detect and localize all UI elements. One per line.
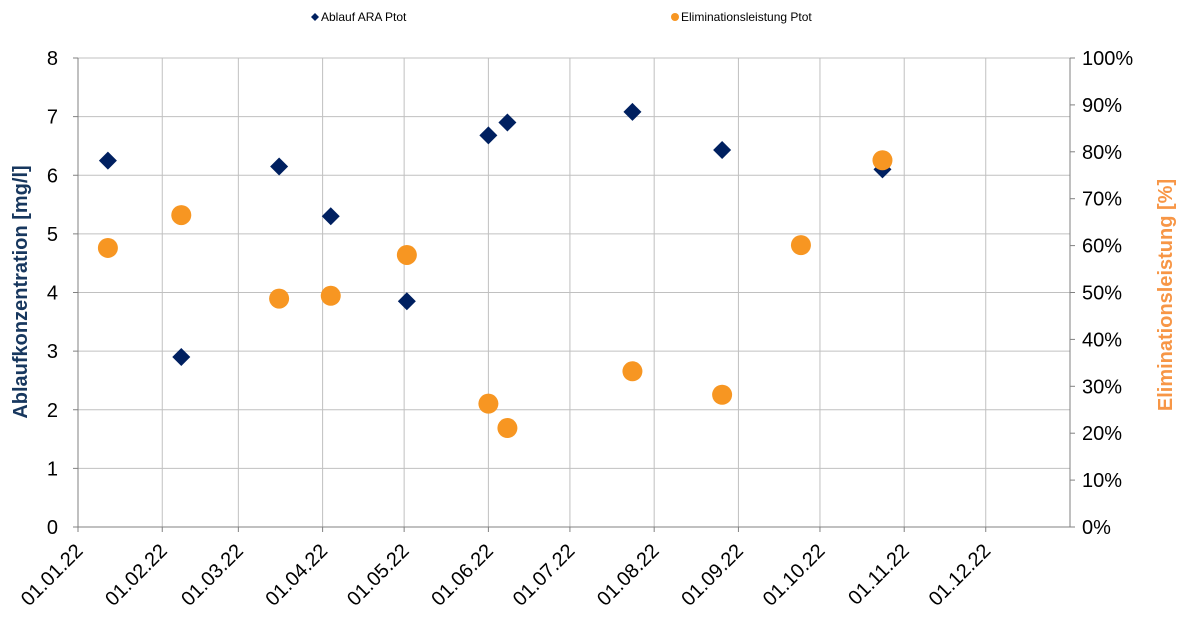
- data-point-ablauf: [498, 113, 517, 132]
- y-left-tick-label: 2: [47, 400, 58, 422]
- data-point-elimination: [171, 205, 192, 226]
- data-point-elimination: [790, 235, 811, 256]
- data-point-ablauf: [172, 347, 191, 366]
- y-right-tick-label: 90%: [1082, 95, 1122, 117]
- legend-marker-elimination: [671, 13, 679, 21]
- legend-label-ablauf: Ablauf ARA Ptot: [321, 10, 407, 24]
- y-right-tick-label: 10%: [1082, 470, 1122, 492]
- y-left-tick-label: 3: [47, 341, 58, 363]
- data-point-elimination: [622, 361, 643, 382]
- y-right-tick-label: 40%: [1082, 329, 1122, 351]
- y-right-tick-label: 80%: [1082, 142, 1122, 164]
- y-right-tick-label: 0%: [1082, 517, 1111, 539]
- data-point-ablauf: [713, 141, 732, 160]
- data-point-elimination: [497, 418, 518, 439]
- y-right-tick-label: 50%: [1082, 283, 1122, 305]
- y-axis-left-title: Ablaufkonzentration [mg/l]: [10, 165, 32, 418]
- data-point-elimination: [269, 288, 290, 309]
- y-left-tick-label: 5: [47, 224, 58, 246]
- data-point-ablauf: [270, 157, 289, 176]
- y-axis-right-title: Eliminationsleistung [%]: [1155, 179, 1177, 411]
- data-point-ablauf: [479, 126, 498, 145]
- data-point-elimination: [396, 244, 417, 265]
- data-point-elimination: [872, 150, 893, 171]
- y-left-tick-label: 6: [47, 165, 58, 187]
- y-right-tick-label: 100%: [1082, 48, 1133, 70]
- y-right-tick-label: 30%: [1082, 376, 1122, 398]
- gridlines: [78, 57, 1070, 527]
- y-right-tick-label: 70%: [1082, 189, 1122, 211]
- data-point-elimination: [712, 384, 733, 405]
- data-point-ablauf: [321, 207, 340, 226]
- y-right-tick-label: 20%: [1082, 423, 1122, 445]
- y-left-tick-label: 0: [47, 517, 58, 539]
- data-point-elimination: [478, 393, 499, 414]
- y-left-tick-label: 4: [47, 283, 58, 305]
- y-left-tick-label: 7: [47, 107, 58, 129]
- data-point-elimination: [97, 237, 118, 258]
- axes: [73, 57, 1075, 532]
- y-left-tick-label: 8: [47, 48, 58, 70]
- data-point-ablauf: [98, 151, 117, 170]
- y-right-tick-label: 60%: [1082, 236, 1122, 258]
- legend: Ablauf ARA Ptot Eliminationsleistung Pto…: [311, 10, 812, 24]
- legend-label-elimination: Eliminationsleistung Ptot: [681, 10, 812, 24]
- data-point-elimination: [320, 285, 341, 306]
- data-point-ablauf: [397, 292, 416, 311]
- y-left-tick-label: 1: [47, 458, 58, 480]
- data-point-ablauf: [623, 102, 642, 121]
- legend-marker-ablauf: [311, 13, 319, 21]
- data-marks: [97, 102, 893, 439]
